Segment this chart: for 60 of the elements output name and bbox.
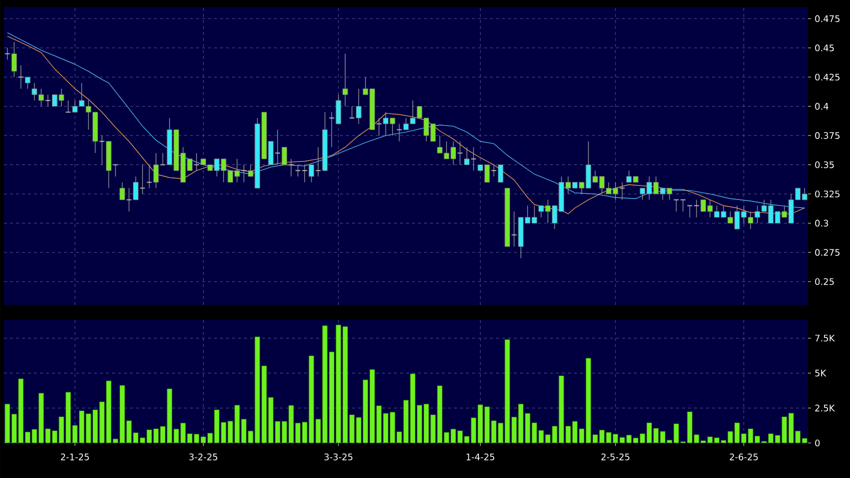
candlestick	[4, 48, 10, 60]
candlestick	[288, 158, 294, 177]
candlestick	[282, 146, 288, 165]
x-tick-label: 3-3-25	[324, 454, 352, 460]
candlestick	[686, 205, 693, 218]
candlestick	[24, 76, 30, 90]
candlestick	[356, 88, 362, 124]
candlestick	[673, 199, 680, 212]
y-tick-label: 5K	[815, 370, 826, 376]
y-tick-label: 0.425	[815, 74, 840, 81]
x-tick-label: 2-1-25	[60, 454, 89, 460]
candlestick	[133, 176, 138, 200]
y-tick-label: 2.5K	[815, 404, 835, 412]
candlestick	[274, 129, 281, 166]
candlestick	[511, 211, 518, 247]
y-tick-label: 0.35	[815, 161, 834, 168]
y-tick-label: 0.25	[815, 278, 834, 286]
candlestick	[315, 146, 322, 177]
x-tick-label: 2-5-25	[601, 454, 630, 460]
x-tick-label: 2-6-25	[730, 454, 758, 460]
candlestick	[153, 152, 159, 188]
candlestick	[619, 182, 626, 200]
candlestick	[490, 164, 497, 177]
candlestick	[112, 164, 118, 177]
y-tick-label: 0	[815, 440, 820, 446]
y-tick-label: 0.275	[815, 248, 840, 256]
candlestick	[470, 146, 476, 171]
candlestick	[65, 100, 72, 113]
y-tick-label: 0.3	[815, 220, 828, 227]
candlestick	[120, 182, 125, 200]
candlestick	[18, 65, 24, 90]
y-tick-label: 0.45	[815, 44, 834, 52]
candlestick	[99, 135, 105, 166]
candlestick	[11, 42, 17, 78]
y-tick-label: 0.4	[815, 102, 828, 110]
x-tick-label: 3-2-25	[189, 454, 218, 460]
candlestick	[146, 164, 152, 188]
candlestick	[498, 164, 504, 183]
y-tick-label: 0.325	[815, 190, 840, 198]
y-tick-label: 7.5K	[815, 334, 835, 342]
candlestick	[308, 164, 314, 183]
candlestick	[694, 199, 700, 218]
candlestick	[342, 53, 348, 107]
candlestick	[194, 152, 200, 171]
candlestick	[126, 188, 132, 212]
candlestick	[376, 118, 382, 136]
candlestick	[328, 112, 335, 148]
candlestick	[140, 164, 146, 194]
candlestick	[680, 199, 686, 212]
x-tick-label: 1-4-25	[466, 454, 494, 460]
candlestick	[336, 94, 342, 124]
candlestick	[349, 106, 355, 119]
candlestick	[160, 152, 166, 166]
y-tick-label: 0.475	[815, 15, 840, 22]
candlestick	[44, 94, 51, 107]
candlestick	[396, 124, 402, 142]
candlestick	[464, 146, 470, 166]
candlestick	[240, 164, 247, 183]
candlestick	[457, 141, 463, 166]
y-tick-label: 0.375	[815, 132, 840, 139]
